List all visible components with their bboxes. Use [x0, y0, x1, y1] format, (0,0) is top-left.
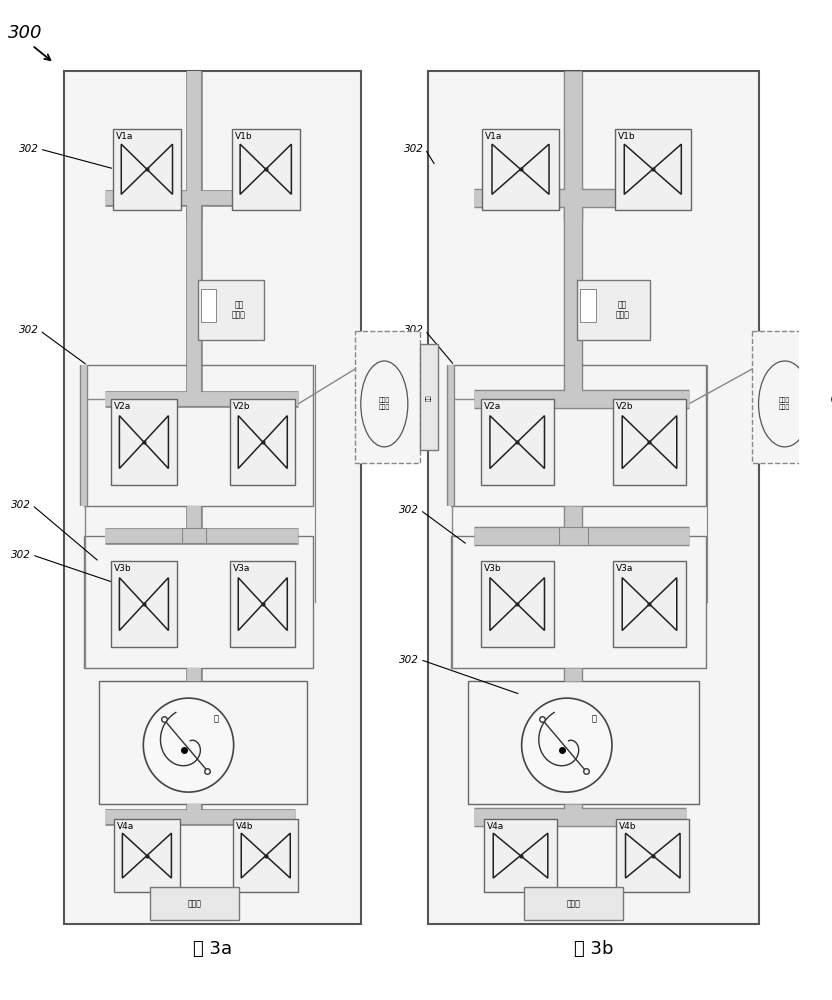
Bar	[615, 129, 691, 210]
Text: V3b: V3b	[114, 564, 131, 573]
Text: V2b: V2b	[233, 402, 250, 411]
Text: V3a: V3a	[233, 564, 250, 573]
Bar	[99, 681, 307, 804]
Bar	[150, 887, 239, 920]
Bar	[617, 819, 689, 892]
Bar	[198, 280, 264, 340]
Bar	[230, 399, 295, 485]
Text: 300: 300	[8, 24, 42, 42]
Text: 302: 302	[11, 500, 31, 510]
Bar	[111, 399, 176, 485]
Text: 302: 302	[18, 325, 38, 335]
Bar	[451, 536, 706, 668]
Bar	[613, 399, 686, 485]
Bar	[481, 399, 553, 485]
Bar	[85, 536, 314, 668]
Bar	[580, 289, 597, 322]
Text: V1b: V1b	[235, 132, 252, 141]
Bar	[85, 365, 314, 506]
Text: 过滤器: 过滤器	[567, 899, 581, 908]
Bar	[468, 681, 699, 804]
Text: 302: 302	[404, 325, 423, 335]
Text: V3a: V3a	[616, 564, 633, 573]
Text: 302: 302	[399, 505, 419, 515]
Text: 302: 302	[11, 550, 31, 560]
Text: 泵: 泵	[592, 715, 597, 724]
Text: 302: 302	[18, 144, 38, 154]
Bar	[428, 71, 759, 924]
Text: 图 3a: 图 3a	[193, 940, 232, 958]
Bar	[230, 561, 295, 647]
Text: V2a: V2a	[114, 402, 131, 411]
Bar	[420, 344, 438, 450]
Circle shape	[143, 698, 234, 792]
Bar	[231, 129, 300, 210]
Bar	[111, 561, 176, 647]
Bar	[112, 129, 181, 210]
Text: 分析物
传感器: 分析物 传感器	[779, 398, 790, 410]
Text: 过滤器: 过滤器	[187, 899, 201, 908]
Bar	[825, 344, 832, 450]
Bar	[64, 71, 361, 924]
Bar	[182, 528, 206, 543]
Text: 302: 302	[404, 144, 423, 154]
Bar	[481, 561, 553, 647]
Text: V4a: V4a	[117, 822, 134, 831]
Bar	[355, 331, 420, 463]
Text: 呼吸
传感器: 呼吸 传感器	[232, 300, 245, 320]
Text: V3b: V3b	[483, 564, 502, 573]
Text: 呼吸
传感器: 呼吸 传感器	[616, 300, 629, 320]
Bar	[233, 819, 299, 892]
Text: V2b: V2b	[616, 402, 633, 411]
Bar	[559, 527, 587, 545]
Text: 302: 302	[399, 655, 419, 665]
Text: 图 3b: 图 3b	[573, 940, 613, 958]
Bar	[613, 561, 686, 647]
Text: 泵: 泵	[213, 715, 218, 724]
Bar	[114, 819, 180, 892]
Bar	[451, 365, 706, 506]
Text: V1a: V1a	[485, 132, 503, 141]
Bar	[201, 289, 215, 322]
Bar	[484, 819, 557, 892]
Text: V2a: V2a	[483, 402, 501, 411]
Text: V4b: V4b	[619, 822, 636, 831]
Bar	[752, 331, 825, 463]
Circle shape	[522, 698, 612, 792]
Text: 分析物
传感器: 分析物 传感器	[379, 398, 390, 410]
Text: V1b: V1b	[617, 132, 636, 141]
Bar	[577, 280, 650, 340]
Text: V4b: V4b	[236, 822, 254, 831]
Text: 回调: 回调	[426, 394, 432, 401]
Text: V4a: V4a	[487, 822, 504, 831]
Bar	[524, 887, 623, 920]
Bar	[483, 129, 558, 210]
Text: V1a: V1a	[116, 132, 133, 141]
